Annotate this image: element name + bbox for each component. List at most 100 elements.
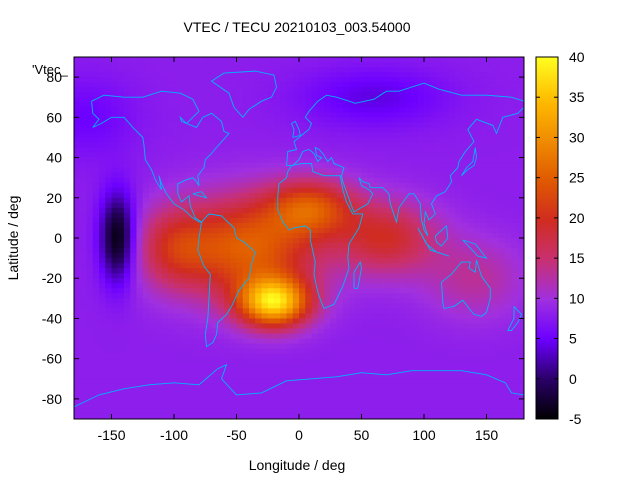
heatmap-cell	[249, 202, 256, 209]
heatmap-cell	[117, 152, 125, 158]
heatmap-cell	[124, 238, 131, 244]
heatmap-cell	[167, 192, 175, 199]
heatmap-cell	[249, 318, 256, 324]
heatmap-cell	[299, 388, 306, 395]
heatmap-cell	[411, 207, 419, 214]
heatmap-cell	[199, 283, 206, 289]
heatmap-cell	[511, 102, 519, 108]
heatmap-cell	[249, 192, 256, 199]
heatmap-cell	[80, 383, 87, 390]
heatmap-cell	[517, 77, 525, 83]
heatmap-cell	[411, 117, 419, 123]
heatmap-cell	[167, 87, 175, 93]
heatmap-cell	[324, 137, 331, 143]
heatmap-cell	[292, 57, 300, 63]
heatmap-cell	[330, 162, 337, 169]
heatmap-cell	[392, 77, 400, 83]
heatmap-cell	[180, 253, 187, 259]
heatmap-cell	[449, 107, 456, 113]
heatmap-cell	[86, 303, 94, 309]
heatmap-cell	[399, 82, 406, 88]
heatmap-cell	[74, 97, 81, 103]
heatmap-cell	[74, 227, 81, 234]
heatmap-cell	[111, 303, 119, 309]
heatmap-cell	[224, 283, 231, 289]
heatmap-cell	[105, 177, 112, 184]
heatmap-cell	[374, 77, 381, 83]
heatmap-cell	[474, 222, 481, 229]
heatmap-cell	[261, 243, 269, 249]
heatmap-cell	[486, 102, 494, 108]
heatmap-cell	[417, 117, 425, 123]
heatmap-cell	[430, 328, 437, 334]
heatmap-cell	[230, 338, 237, 344]
heatmap-cell	[136, 378, 144, 385]
heatmap-cell	[80, 303, 87, 309]
heatmap-cell	[486, 187, 494, 194]
heatmap-cell	[286, 363, 294, 370]
heatmap-cell	[505, 278, 512, 284]
heatmap-cell	[317, 182, 325, 189]
heatmap-cell	[449, 82, 456, 88]
heatmap-cell	[380, 368, 387, 375]
heatmap-cell	[149, 283, 156, 289]
heatmap-cell	[392, 308, 400, 314]
heatmap-cell	[230, 152, 237, 158]
heatmap-cell	[442, 358, 450, 365]
heatmap-cell	[461, 363, 469, 370]
heatmap-cell	[367, 57, 375, 63]
heatmap-cell	[249, 117, 256, 123]
heatmap-cell	[486, 212, 494, 219]
heatmap-cell	[455, 273, 462, 279]
heatmap-cell	[311, 288, 319, 294]
heatmap-cell	[324, 57, 331, 63]
heatmap-cell	[180, 243, 187, 249]
heatmap-cell	[99, 343, 106, 350]
heatmap-cell	[474, 258, 481, 264]
heatmap-cell	[167, 172, 175, 179]
heatmap-cell	[367, 197, 375, 204]
heatmap-cell	[130, 177, 137, 184]
heatmap-cell	[111, 97, 119, 103]
heatmap-cell	[192, 172, 200, 179]
heatmap-cell	[161, 222, 169, 229]
heatmap-cell	[505, 227, 512, 234]
heatmap-cell	[355, 313, 362, 319]
heatmap-cell	[424, 162, 431, 169]
heatmap-cell	[386, 172, 394, 179]
heatmap-cell	[74, 127, 81, 133]
heatmap-cell	[474, 278, 481, 284]
heatmap-cell	[292, 348, 300, 355]
heatmap-cell	[249, 403, 256, 410]
heatmap-cell	[355, 167, 362, 174]
heatmap-cell	[186, 263, 194, 269]
heatmap-cell	[361, 238, 369, 244]
heatmap-cell	[411, 258, 419, 264]
heatmap-cell	[349, 383, 356, 390]
heatmap-cell	[205, 192, 212, 199]
heatmap-cell	[86, 318, 94, 324]
heatmap-cell	[411, 278, 419, 284]
heatmap-cell	[255, 263, 262, 269]
heatmap-cell	[149, 97, 156, 103]
heatmap-cell	[442, 127, 450, 133]
heatmap-cell	[399, 388, 406, 395]
heatmap-cell	[349, 398, 356, 405]
heatmap-cell	[180, 288, 187, 294]
heatmap-cell	[149, 323, 156, 329]
heatmap-cell	[486, 87, 494, 93]
heatmap-cell	[442, 283, 450, 289]
heatmap-cell	[242, 102, 250, 108]
heatmap-cell	[499, 107, 506, 113]
heatmap-cell	[267, 232, 275, 239]
heatmap-cell	[392, 258, 400, 264]
heatmap-cell	[274, 343, 281, 350]
heatmap-cell	[280, 132, 287, 138]
heatmap-cell	[380, 273, 387, 279]
heatmap-cell	[274, 283, 281, 289]
heatmap-cell	[299, 303, 306, 309]
heatmap-cell	[417, 398, 425, 405]
heatmap-cell	[305, 77, 312, 83]
heatmap-cell	[305, 217, 312, 224]
heatmap-cell	[511, 87, 519, 93]
